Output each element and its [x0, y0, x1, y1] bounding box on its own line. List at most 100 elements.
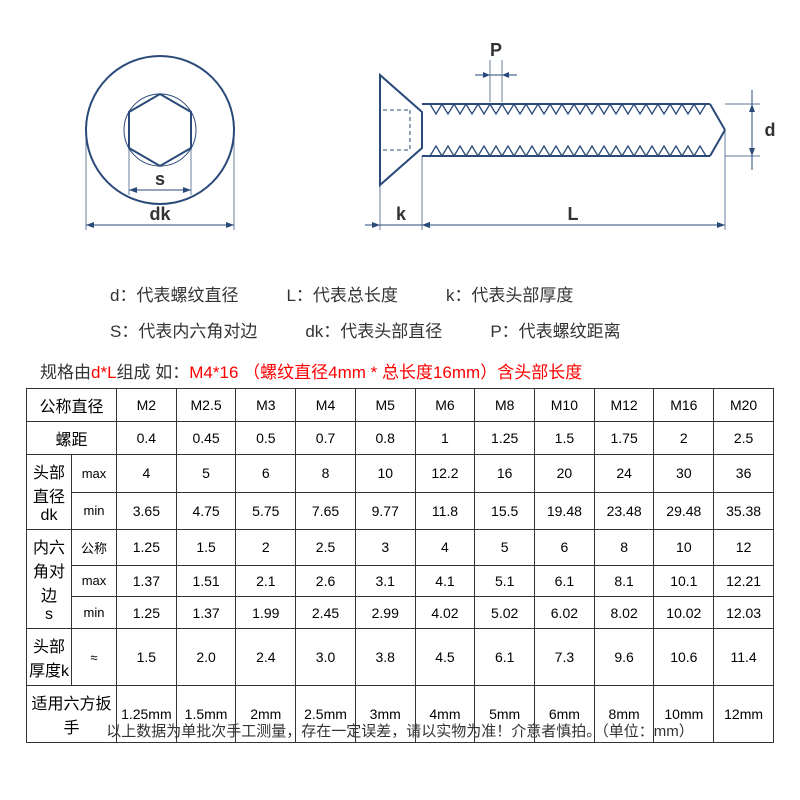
legend-L: L：代表总长度 [286, 278, 397, 314]
table-cell: M20 [714, 389, 774, 422]
table-cell: 3 [355, 530, 415, 566]
table-cell: 0.5 [236, 422, 296, 455]
table-cell: 29.48 [654, 492, 714, 530]
table-cell: 8.02 [594, 597, 654, 629]
table-cell: 10.02 [654, 597, 714, 629]
legend: d：代表螺纹直径 L：代表总长度 k：代表头部厚度 S：代表内六角对边 dk：代… [110, 278, 621, 349]
label-d: d [765, 120, 776, 140]
table-cell: 2.6 [296, 565, 356, 597]
table-cell: 1.37 [117, 565, 177, 597]
table-cell: 公称直径 [27, 389, 117, 422]
table-cell: 4.02 [415, 597, 475, 629]
spec-line: 规格由d*L组成 如：M4*16 （螺纹直径4mm * 总长度16mm）含头部长… [40, 358, 582, 383]
footer-note: 以上数据为单批次手工测量，存在一定误差，请以实物为准！介意者慎拍。（单位：mm） [0, 720, 800, 741]
table-cell: 4.5 [415, 629, 475, 686]
table-cell: 7.3 [535, 629, 595, 686]
table-cell: 6.1 [535, 565, 595, 597]
table-cell: 1.25 [117, 530, 177, 566]
table-cell: 2.5 [296, 530, 356, 566]
table-cell: 24 [594, 455, 654, 493]
table-cell: min [72, 597, 117, 629]
table-cell: M4 [296, 389, 356, 422]
table-cell: 12.21 [714, 565, 774, 597]
table-cell: 1.25 [117, 597, 177, 629]
table-cell: 5.1 [475, 565, 535, 597]
table-cell: 19.48 [535, 492, 595, 530]
table-cell: 头部厚度k [27, 629, 72, 686]
table-cell: 2 [654, 422, 714, 455]
table-cell: 2.5 [714, 422, 774, 455]
table-cell: 1.51 [176, 565, 236, 597]
table-cell: 23.48 [594, 492, 654, 530]
table-cell: 20 [535, 455, 595, 493]
table-cell: 9.77 [355, 492, 415, 530]
table-cell: 3.0 [296, 629, 356, 686]
table-cell: 5.75 [236, 492, 296, 530]
table-cell: 11.4 [714, 629, 774, 686]
label-L: L [568, 204, 579, 224]
table-cell: 1.5 [535, 422, 595, 455]
table-cell: 1.5 [176, 530, 236, 566]
table-cell: 3.8 [355, 629, 415, 686]
legend-P: P：代表螺纹距离 [490, 314, 620, 350]
table-cell: 8.1 [594, 565, 654, 597]
table-cell: 1.25 [475, 422, 535, 455]
table-cell: 1 [415, 422, 475, 455]
table-cell: 5 [475, 530, 535, 566]
table-cell: 10.1 [654, 565, 714, 597]
table-cell: 1.37 [176, 597, 236, 629]
legend-S: S：代表内六角对边 [110, 314, 257, 350]
table-cell: 4 [117, 455, 177, 493]
table-cell: 2.99 [355, 597, 415, 629]
table-cell: 8 [296, 455, 356, 493]
table-cell: 6 [236, 455, 296, 493]
table-cell: 6.1 [475, 629, 535, 686]
table-cell: 2.0 [176, 629, 236, 686]
table-cell: 0.8 [355, 422, 415, 455]
table-cell: 5 [176, 455, 236, 493]
table-cell: 35.38 [714, 492, 774, 530]
label-dk: dk [149, 204, 171, 224]
table-cell: 2 [236, 530, 296, 566]
table-cell: 9.6 [594, 629, 654, 686]
table-cell: 12.03 [714, 597, 774, 629]
table-cell: M5 [355, 389, 415, 422]
table-cell: 螺距 [27, 422, 117, 455]
table-cell: 6 [535, 530, 595, 566]
table-cell: 1.5 [117, 629, 177, 686]
table-cell: max [72, 455, 117, 493]
table-cell: 4 [415, 530, 475, 566]
table-cell: 内六角对边s [27, 530, 72, 629]
table-cell: M2 [117, 389, 177, 422]
table-cell: ≈ [72, 629, 117, 686]
table-cell: M3 [236, 389, 296, 422]
table-cell: 0.45 [176, 422, 236, 455]
table-cell: 3.1 [355, 565, 415, 597]
table-cell: M8 [475, 389, 535, 422]
table-cell: 36 [714, 455, 774, 493]
table-cell: 30 [654, 455, 714, 493]
legend-dk: dk：代表头部直径 [305, 314, 442, 350]
table-cell: 0.7 [296, 422, 356, 455]
table-cell: 10.6 [654, 629, 714, 686]
table-cell: max [72, 565, 117, 597]
table-cell: 2.1 [236, 565, 296, 597]
label-P: P [490, 40, 502, 60]
label-k: k [396, 204, 407, 224]
table-cell: 12 [714, 530, 774, 566]
table-cell: M6 [415, 389, 475, 422]
table-cell: 10 [654, 530, 714, 566]
table-cell: 8 [594, 530, 654, 566]
table-cell: M2.5 [176, 389, 236, 422]
screw-diagram: s dk [0, 30, 800, 260]
table-cell: M16 [654, 389, 714, 422]
table-cell: 7.65 [296, 492, 356, 530]
legend-k: k：代表头部厚度 [446, 278, 574, 314]
table-cell: 2.45 [296, 597, 356, 629]
table-cell: 4.75 [176, 492, 236, 530]
legend-d: d：代表螺纹直径 [110, 278, 238, 314]
table-cell: 1.99 [236, 597, 296, 629]
table-cell: 10 [355, 455, 415, 493]
table-cell: 11.8 [415, 492, 475, 530]
table-cell: 公称 [72, 530, 117, 566]
